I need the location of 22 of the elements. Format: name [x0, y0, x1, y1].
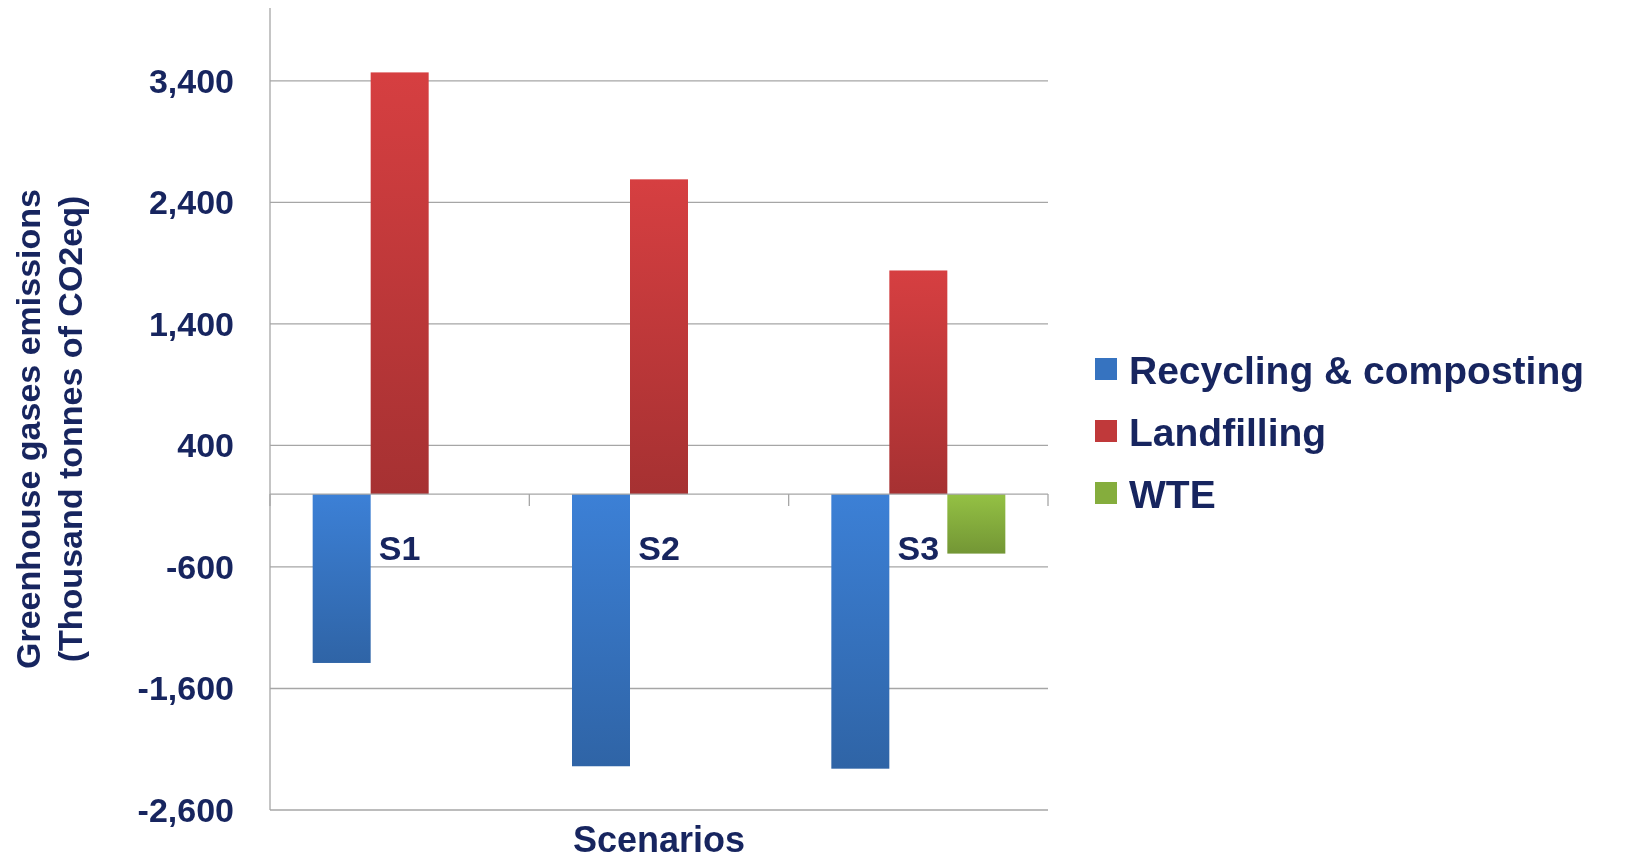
bar [947, 494, 1006, 554]
y-tick-label: 400 [177, 426, 234, 465]
bar [572, 494, 630, 767]
y-tick-label: -2,600 [137, 790, 234, 829]
y-tick-label: 3,400 [148, 61, 234, 100]
x-tick-label: S1 [378, 529, 421, 568]
legend-label: WTE [1129, 472, 1216, 516]
bar [312, 494, 371, 663]
y-tick-label: -600 [165, 547, 234, 586]
bar [831, 494, 890, 769]
y-axis-title: Greenhouse gases emissions (Thousand tonnes of CO2eq) [9, 189, 89, 669]
legend-label: Landfilling [1129, 410, 1327, 454]
y-tick-label: 2,400 [148, 183, 234, 222]
y-tick-label: 1,400 [148, 304, 234, 343]
legend-label: Recycling & composting [1129, 348, 1585, 392]
bar [630, 179, 688, 495]
bar [889, 270, 948, 495]
x-axis-title: Scenarios [572, 819, 746, 859]
x-tick-label: S2 [638, 529, 680, 568]
y-tick-label: -1,600 [137, 669, 234, 708]
x-tick-label: S3 [897, 529, 940, 568]
bar [370, 72, 429, 495]
